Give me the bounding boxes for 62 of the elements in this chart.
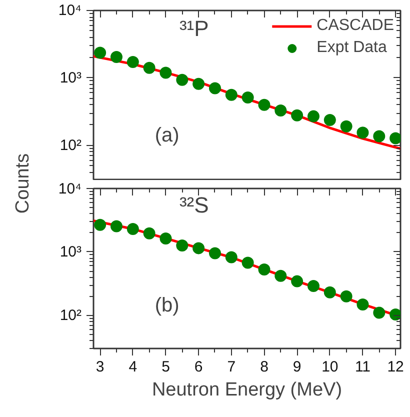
point [160,66,172,79]
point [340,120,352,132]
point [258,263,270,276]
point [390,308,400,321]
point [274,270,287,282]
y-axis-title: Counts [12,153,34,214]
y-tick-label: 10³ [60,69,82,86]
y-tick-label: 10⁴ [58,180,82,198]
point [208,82,221,94]
point [242,256,254,269]
point [176,74,188,86]
point [208,247,221,260]
point [258,98,270,111]
x-tick-label: 7 [227,358,236,376]
point [143,62,156,74]
point [242,92,254,104]
x-tick-label: 4 [128,358,138,376]
point [340,290,352,302]
point [274,104,287,116]
point [110,220,122,232]
point [110,51,122,64]
point [192,242,205,254]
point [356,126,369,139]
point [126,222,139,235]
point [291,275,304,288]
y-tick-label: 10³ [60,243,82,260]
x-tick-label: 9 [292,358,302,376]
x-tick-label: 3 [96,358,104,376]
point [356,298,369,311]
y-tick-label: 10² [60,136,82,154]
x-tick-label: 5 [162,358,170,376]
y-tick-label: 10⁴ [58,2,82,19]
legend-label: CASCADE [316,17,394,35]
x-tick-label: 11 [354,358,371,376]
point [160,232,172,244]
point [291,109,304,122]
point [192,78,205,90]
annotation: ³¹P [179,16,209,42]
annotation: (a) [154,124,180,146]
point [143,227,156,240]
annotation: ³²S [179,192,209,218]
point [373,130,386,142]
point [176,240,188,252]
point [373,306,386,319]
point [324,286,336,298]
y-tick-label: 10² [60,306,82,324]
x-tick-label: 10 [322,358,338,376]
point [225,88,238,101]
x-tick-label: 8 [260,358,268,376]
point [126,56,139,68]
point [94,46,106,59]
x-axis-title: Neutron Energy (MeV) [152,380,342,400]
point [390,132,400,144]
point [307,110,320,122]
point [94,218,106,231]
point [225,251,238,264]
x-tick-label: 12 [387,358,404,376]
point [324,114,336,126]
x-tick-label: 6 [194,358,203,376]
legend-label: Expt Data [316,39,387,57]
annotation: (b) [154,294,180,316]
point [307,280,320,292]
